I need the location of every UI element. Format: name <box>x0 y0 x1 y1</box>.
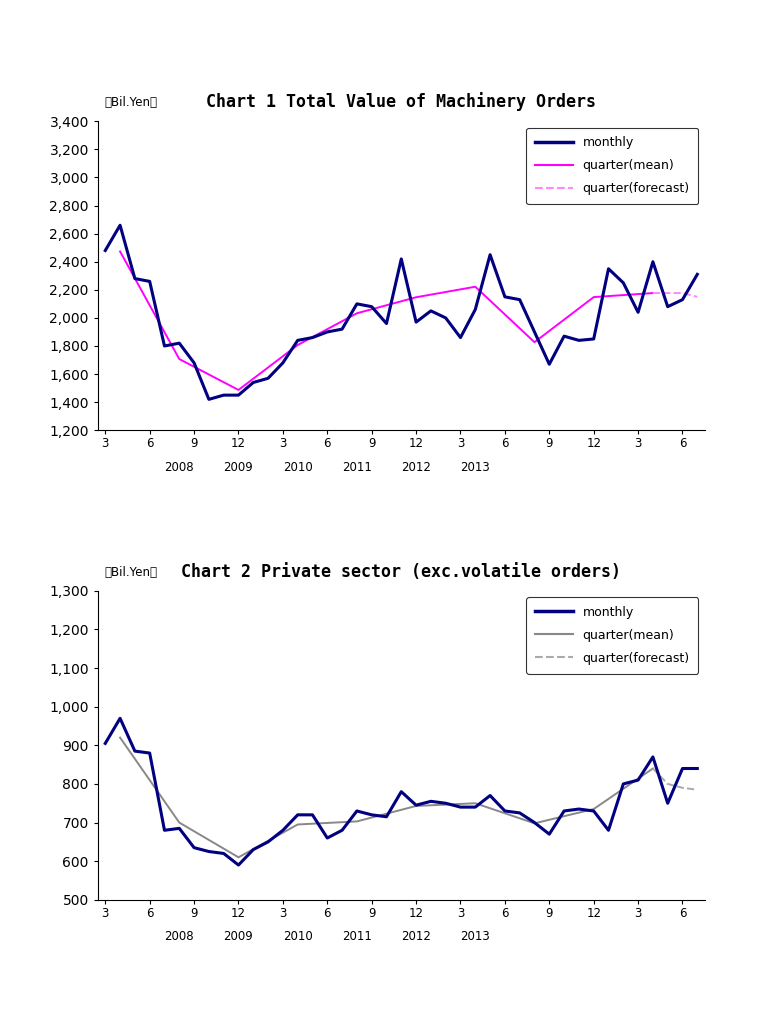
Text: 2010: 2010 <box>283 461 312 474</box>
Title: Chart 1 Total Value of Machinery Orders: Chart 1 Total Value of Machinery Orders <box>206 92 597 111</box>
Legend: monthly, quarter(mean), quarter(forecast): monthly, quarter(mean), quarter(forecast… <box>526 127 698 204</box>
Text: 2010: 2010 <box>283 930 312 943</box>
Text: 2009: 2009 <box>224 461 254 474</box>
Text: 2011: 2011 <box>342 461 372 474</box>
Text: 2013: 2013 <box>460 461 490 474</box>
Text: 2009: 2009 <box>224 930 254 943</box>
Text: 2008: 2008 <box>164 461 194 474</box>
Text: 2012: 2012 <box>401 461 431 474</box>
Text: （Bil.Yen）: （Bil.Yen） <box>104 96 157 109</box>
Title: Chart 2 Private sector (exc.volatile orders): Chart 2 Private sector (exc.volatile ord… <box>182 563 621 581</box>
Text: （Bil.Yen）: （Bil.Yen） <box>104 565 157 578</box>
Legend: monthly, quarter(mean), quarter(forecast): monthly, quarter(mean), quarter(forecast… <box>526 598 698 673</box>
Text: 2012: 2012 <box>401 930 431 943</box>
Text: 2011: 2011 <box>342 930 372 943</box>
Text: 2013: 2013 <box>460 930 490 943</box>
Text: 2008: 2008 <box>164 930 194 943</box>
